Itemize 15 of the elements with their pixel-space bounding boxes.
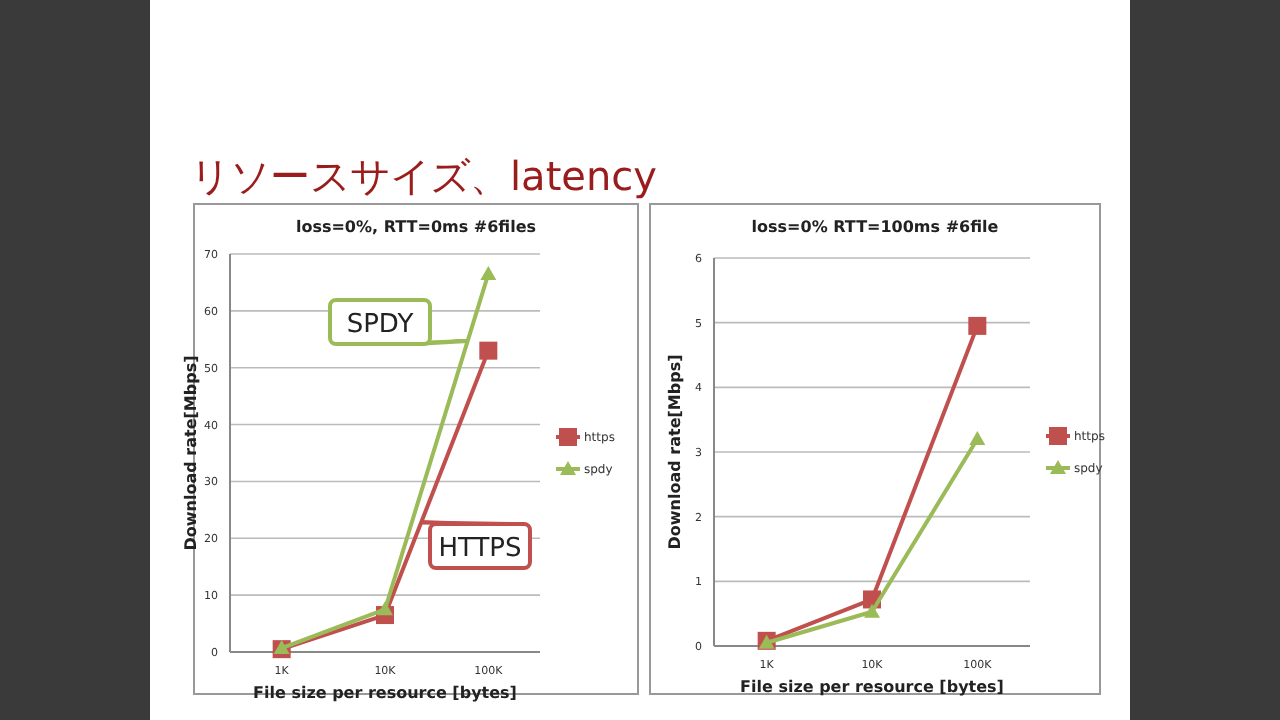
y-axis-title: Download rate[Mbps]: [182, 355, 200, 551]
x-axis-title: File size per resource [bytes]: [740, 678, 1004, 696]
y-axis-title: Download rate[Mbps]: [666, 354, 684, 550]
chart-title: リソースサイズ、latency: [190, 152, 658, 200]
point: [377, 601, 393, 616]
annotation: HTTPS: [438, 534, 522, 564]
chart-subtitle: loss=0%, RTT=0ms #6files: [295, 218, 537, 236]
point: [864, 603, 880, 618]
point: [480, 265, 497, 280]
point: [479, 341, 498, 360]
chart-title: loss=0% RTT=100ms #6file: [751, 218, 1000, 236]
annotation: SPDY: [346, 310, 414, 340]
x-axis-title: File size per resource [bytes]: [253, 684, 517, 702]
point: [969, 431, 986, 446]
point: [968, 316, 987, 335]
